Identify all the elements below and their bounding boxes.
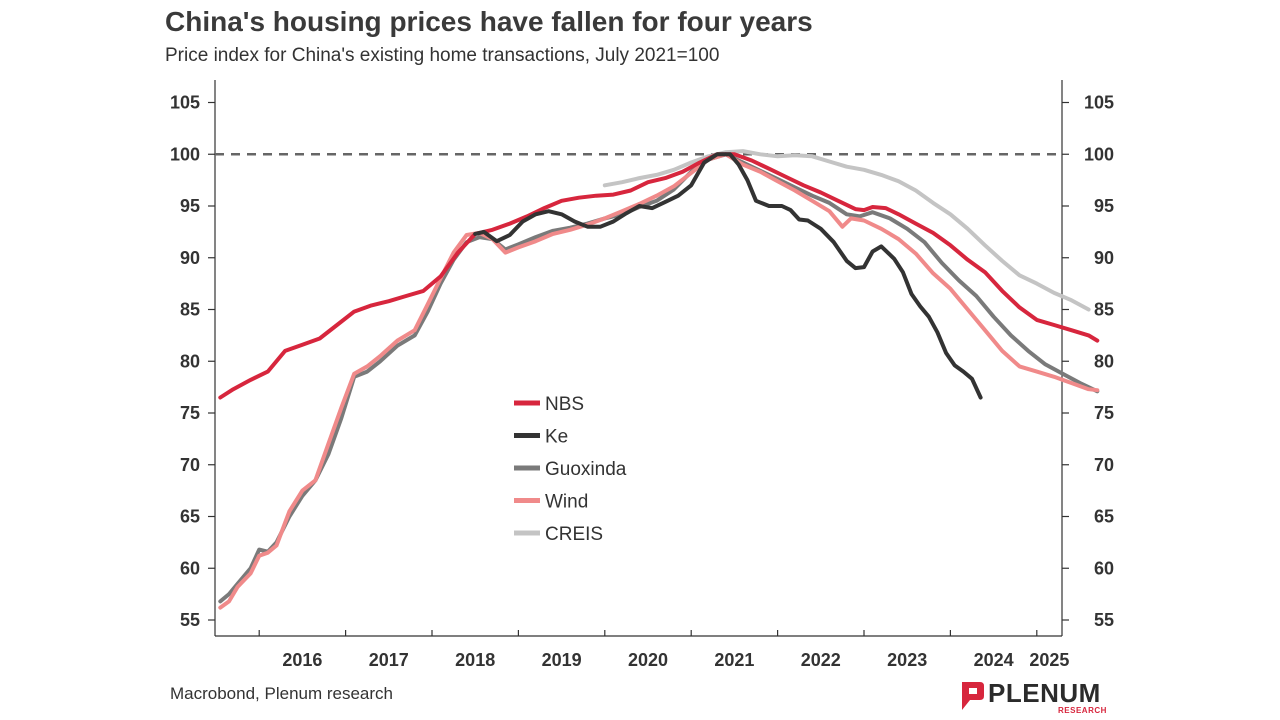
legend-label-guoxinda: Guoxinda — [545, 459, 627, 480]
y-tick-label-left: 75 — [180, 403, 200, 423]
legend-label-ke: Ke — [545, 427, 568, 448]
y-tick-label-right: 100 — [1084, 144, 1114, 164]
series-line-creis — [602, 149, 1091, 312]
legend-label-wind: Wind — [545, 492, 588, 513]
x-tick-label: 2020 — [628, 650, 668, 670]
logo-text: PLENUM — [988, 678, 1101, 708]
y-tick-label-left: 85 — [180, 300, 200, 320]
x-tick-label: 2016 — [282, 650, 322, 670]
x-tick-label: 2019 — [542, 650, 582, 670]
legend-label-nbs: NBS — [545, 394, 584, 415]
y-tick-label-left: 70 — [180, 455, 200, 475]
y-tick-label-right: 60 — [1094, 558, 1114, 578]
x-tick-label: 2017 — [369, 650, 409, 670]
y-tick-label-left: 90 — [180, 248, 200, 268]
y-tick-label-left: 65 — [180, 507, 200, 527]
legend: NBS Ke Guoxinda Wind CREIS — [514, 394, 627, 545]
y-tick-label-left: 95 — [180, 196, 200, 216]
series-line-nbs — [218, 152, 1100, 400]
y-tick-label-left: 100 — [170, 144, 200, 164]
plenum-logo: PLENUM RESEARCH — [958, 678, 1118, 716]
series-line-wind — [218, 152, 1100, 610]
plenum-logo-icon — [962, 682, 984, 710]
logo-subtext: RESEARCH — [1058, 706, 1107, 715]
y-tick-label-right: 70 — [1094, 455, 1114, 475]
chart-title: China's housing prices have fallen for f… — [165, 6, 813, 37]
x-tick-label: 2022 — [801, 650, 841, 670]
y-tick-label-right: 90 — [1094, 248, 1114, 268]
y-tick-label-right: 105 — [1084, 93, 1114, 113]
x-tick-label: 2018 — [455, 650, 495, 670]
y-tick-label-right: 75 — [1094, 403, 1114, 423]
y-tick-label-left: 60 — [180, 558, 200, 578]
chart-axes: 55 55 60 60 65 65 70 70 75 75 80 80 85 85 90 90 95 95 100 1… — [170, 80, 1114, 670]
y-tick-label-right: 80 — [1094, 351, 1114, 371]
x-tick-label: 2021 — [714, 650, 754, 670]
legend-label-creis: CREIS — [545, 524, 603, 545]
y-tick-label-right: 55 — [1094, 610, 1114, 630]
y-tick-label-left: 80 — [180, 351, 200, 371]
y-tick-label-right: 95 — [1094, 196, 1114, 216]
y-tick-label-right: 65 — [1094, 507, 1114, 527]
x-tick-label: 2024 — [974, 650, 1014, 670]
series-line-ke — [473, 152, 983, 400]
x-tick-label: 2025 — [1029, 650, 1069, 670]
series-group — [218, 149, 1100, 610]
y-tick-label-right: 85 — [1094, 300, 1114, 320]
y-tick-label-left: 105 — [170, 93, 200, 113]
y-tick-label-left: 55 — [180, 610, 200, 630]
chart-subtitle: Price index for China's existing home tr… — [165, 45, 720, 66]
x-tick-label: 2023 — [887, 650, 927, 670]
source-note: Macrobond, Plenum research — [170, 684, 394, 703]
